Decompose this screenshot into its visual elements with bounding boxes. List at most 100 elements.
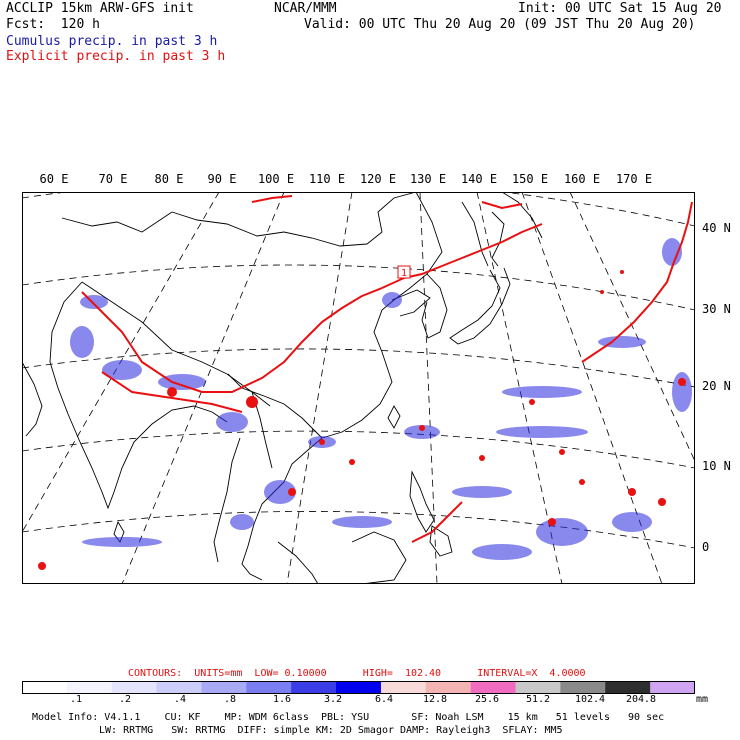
explicit-band-himalaya [81,277,405,393]
explicit-cell [319,439,325,445]
lat-label-0: 0 [702,540,710,554]
cumulus-cell [230,514,254,530]
model-info-line1: Model Info: V4.1.1 CU: KF MP: WDM 6class… [32,712,665,723]
cumulus-cell [502,386,582,398]
arabia-coast [22,361,43,437]
precip-map: 1 [22,192,695,584]
explicit-cell [678,378,686,386]
shandong-coast [391,289,431,317]
cumulus-cell [612,512,652,532]
lon-label-60e: 60 E [39,172,69,186]
lat-line-20n [22,348,695,388]
lon-line-140e [476,192,563,584]
explicit-cell [246,396,258,408]
lon-line-150e [521,192,663,584]
cumulus-cell [452,486,512,498]
lon-line-160e [569,192,695,463]
explicit-cell [529,399,535,405]
mongolia-border [171,192,417,247]
explicit-cell [349,459,355,465]
cumulus-cell [82,537,162,547]
coastlines [22,192,543,584]
colorbar [22,681,695,694]
explicit-precip-cells [38,270,686,570]
cumulus-cell [472,544,532,560]
explicit-band-north [251,195,293,203]
philippines-mindanao [429,525,453,557]
colorbar-swatch [111,681,158,694]
cumulus-cell [404,425,440,439]
lat-label-40n: 40 N [702,221,731,235]
cumulus-precip [70,238,692,560]
explicit-band-japan [403,223,543,279]
lon-label-70e: 70 E [98,172,128,186]
colorbar-label: 3.2 [323,694,343,705]
explicit-cell [559,449,565,455]
lon-label-170e: 170 E [615,172,653,186]
cumulus-cell [662,238,682,266]
colorbar-label: 12.8 [422,694,448,705]
explicit-cell [548,518,556,526]
himalaya-border [81,281,271,407]
colorbar-swatch [605,681,651,694]
legend-cumulus: Cumulus precip. in past 3 h [6,34,218,49]
colorbar-swatch [201,681,247,694]
explicit-band-philippines [411,501,463,543]
explicit-band-pacific [581,201,693,363]
colorbar-swatch [336,681,382,694]
colorbar-frame [22,681,695,694]
colorbar-label: 1.6 [272,694,292,705]
colorbar-swatches [22,681,695,694]
cumulus-cell [264,480,296,504]
lon-label-80e: 80 E [154,172,184,186]
explicit-cell [288,488,296,496]
colorbar-swatch [515,681,561,694]
cumulus-cell [216,412,248,432]
china-east-coast [321,192,443,439]
lat-label-20n: 20 N [702,379,731,393]
model-info-line2: LW: RRTMG SW: RRTMG DIFF: simple KM: 2D … [99,725,563,736]
valid-time: Valid: 00 UTC Thu 20 Aug 20 (09 JST Thu … [304,17,696,32]
colorbar-label: 25.6 [474,694,500,705]
station-marker-label: 1 [401,268,407,279]
lon-line-130e [419,192,438,584]
explicit-band-india [101,371,243,413]
cumulus-cell [70,326,94,358]
taiwan-coast [387,405,401,429]
colorbar-label: 102.4 [574,694,606,705]
colorbar-swatch [66,681,113,694]
lon-label-140e: 140 E [460,172,498,186]
explicit-band-okhotsk [481,201,523,210]
lat-line-30n [22,264,695,311]
colorbar-swatch [470,681,517,694]
colorbar-swatch [156,681,202,694]
lat-label-10n: 10 N [702,459,731,473]
explicit-cell [628,488,636,496]
india-coast [49,281,228,510]
colorbar-swatch [246,681,292,694]
colorbar-label: .1 [69,694,83,705]
explicit-cell [600,290,604,294]
cumulus-cell [672,372,692,412]
lat-line-40n [22,192,695,227]
lat-label-30n: 30 N [702,302,731,316]
lon-label-110e: 110 E [308,172,346,186]
borneo-coast [351,531,407,584]
lat-line-equator [22,511,695,549]
lat-line-10n [22,430,695,469]
cumulus-cell [536,518,588,546]
latitude-gridlines [22,192,695,549]
explicit-cell [658,498,666,506]
lon-label-160e: 160 E [563,172,601,186]
colorbar-label: 6.4 [374,694,394,705]
lon-line-90e [22,192,220,533]
sumatra-coast [277,541,319,584]
longitude-gridlines [22,192,695,584]
cumulus-cell [496,426,588,438]
cumulus-cell [80,295,108,309]
colorbar-swatch [22,681,68,694]
colorbar-label: 204.8 [625,694,657,705]
colorbar-swatch [380,681,427,694]
lon-label-100e: 100 E [257,172,295,186]
map-frame [22,192,695,584]
